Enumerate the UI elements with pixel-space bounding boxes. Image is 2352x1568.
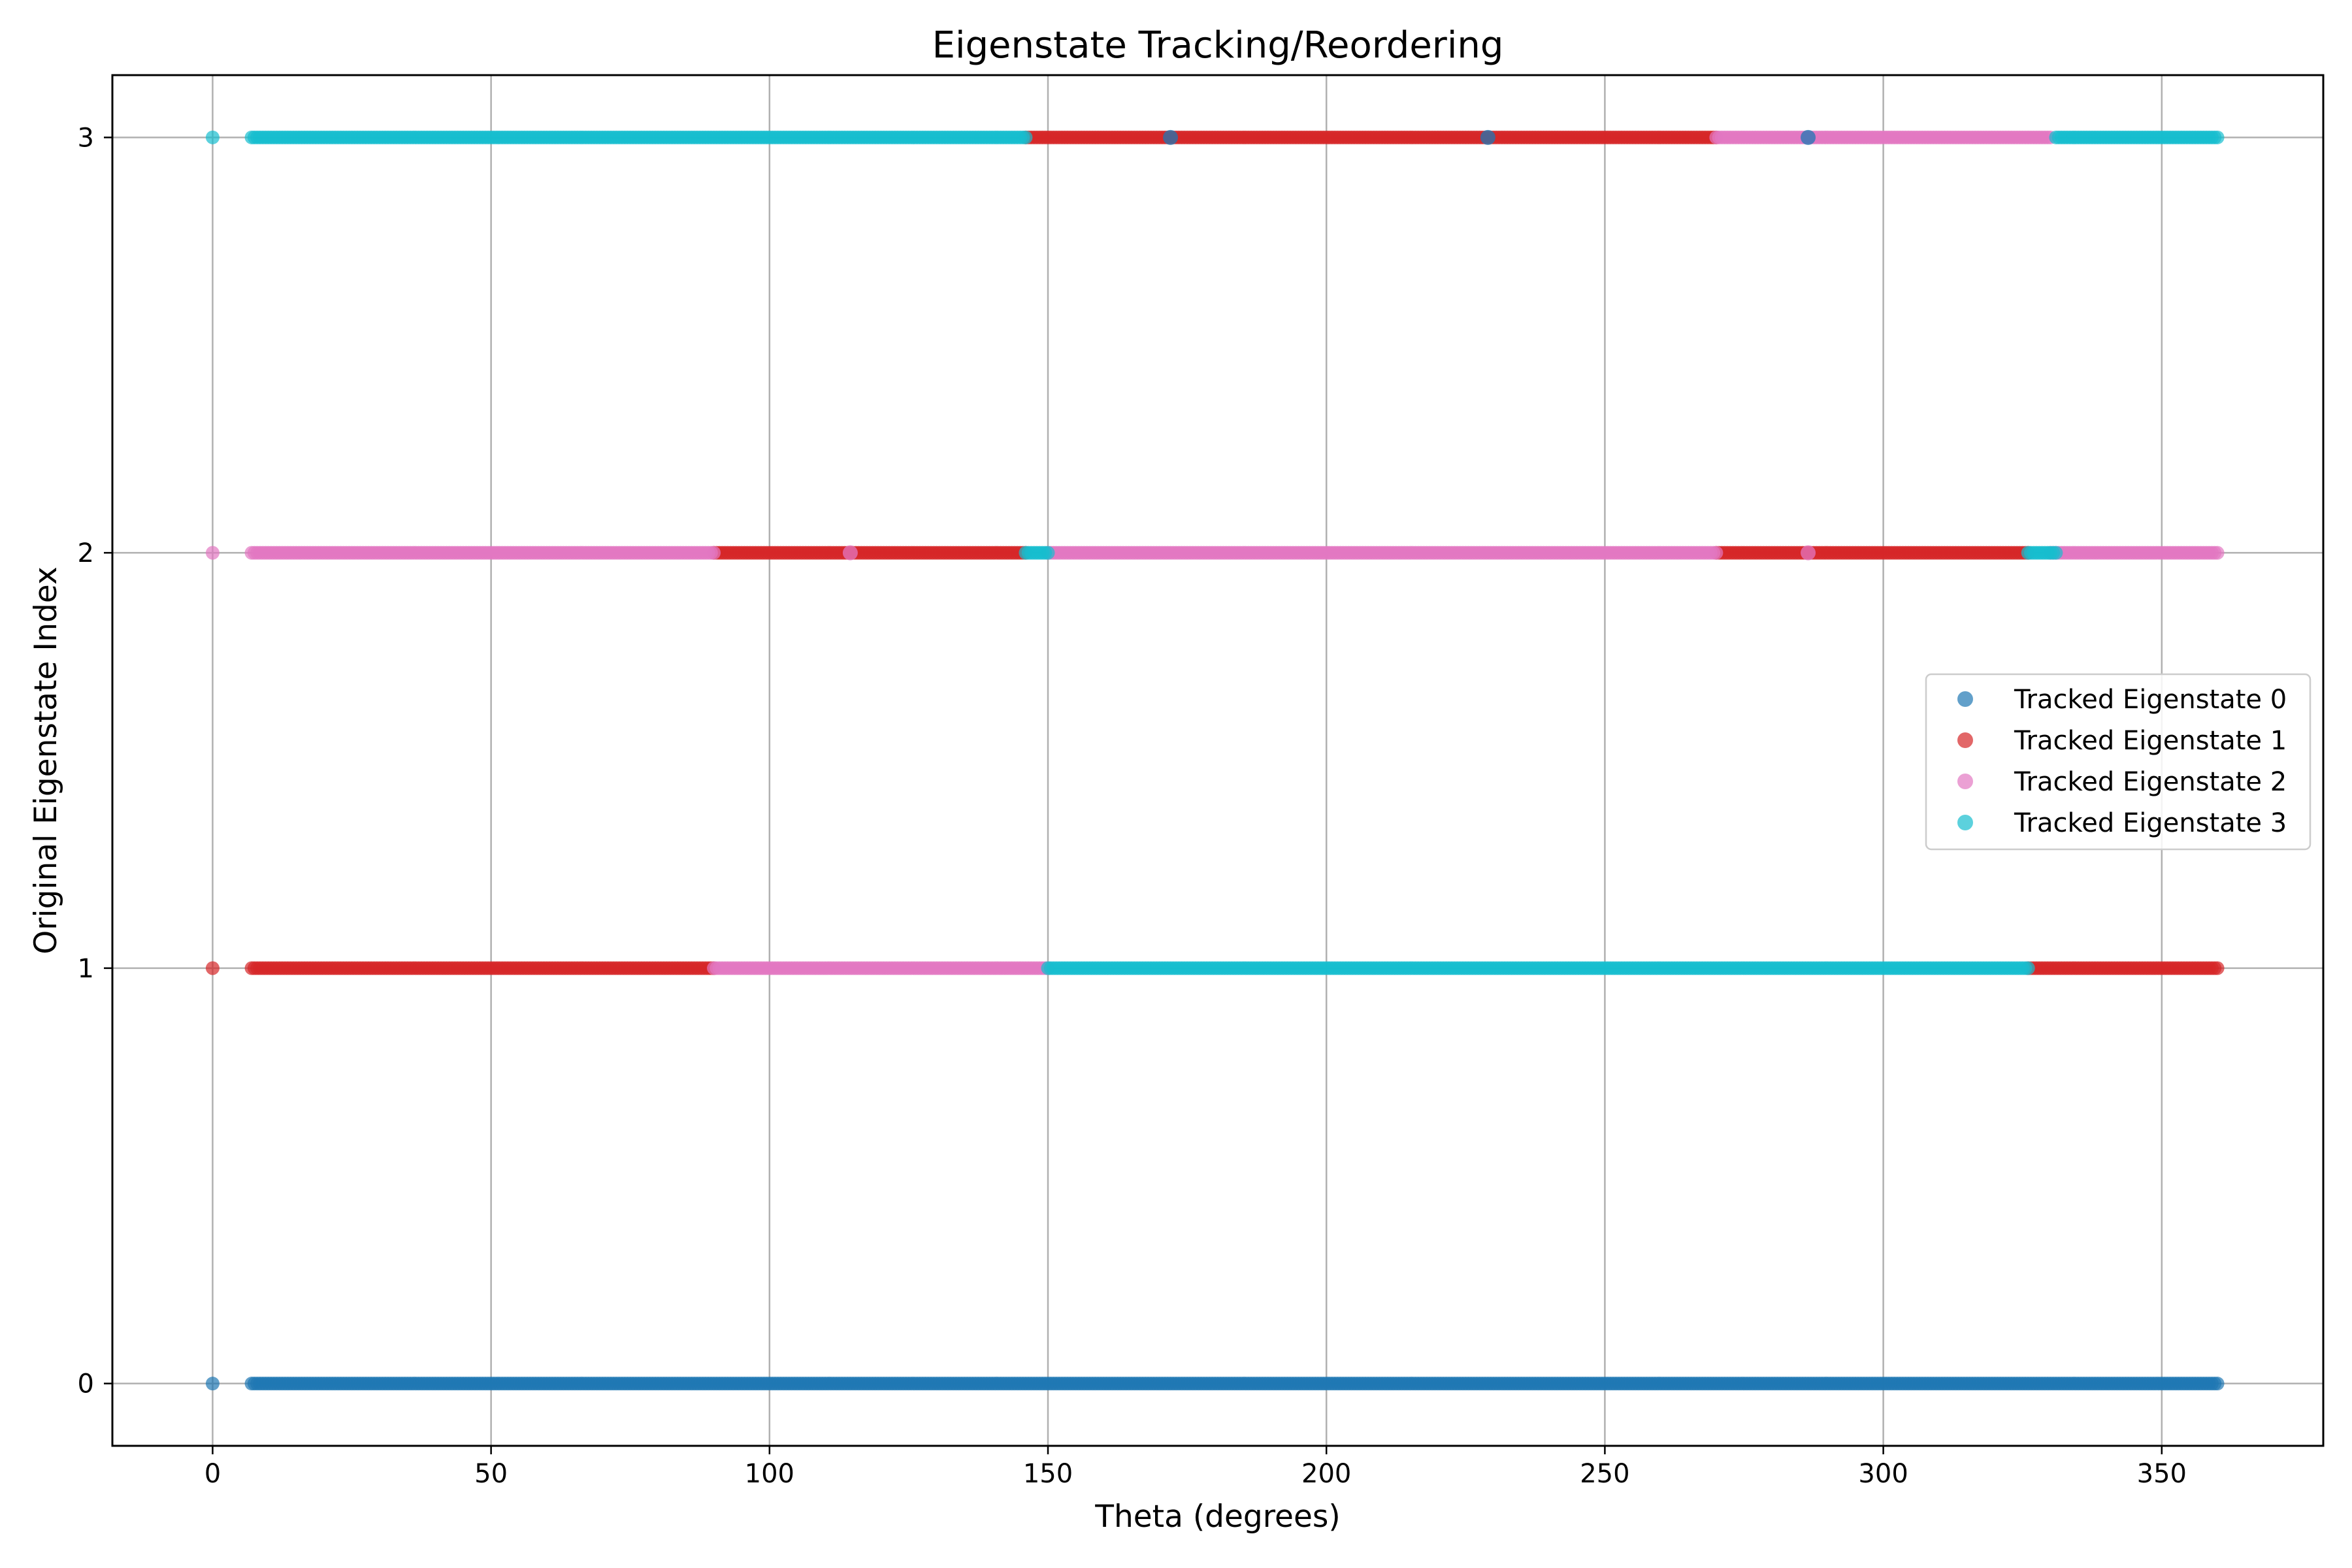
data-point [2210, 546, 2225, 560]
scatter-points [205, 129, 2225, 1391]
data-point [205, 1377, 220, 1391]
data-point [205, 546, 220, 560]
legend-marker [1957, 815, 1973, 830]
y-axis-ticks: 0 1 2 3 [78, 123, 112, 1399]
series-0-points [205, 1377, 2225, 1391]
legend-item: Tracked Eigenstate 0 [1957, 685, 2287, 715]
legend-marker [1957, 732, 1973, 748]
x-tick-label: 200 [1301, 1459, 1351, 1489]
chart-title: Eigenstate Tracking/Reordering [932, 24, 1504, 67]
legend-item: Tracked Eigenstate 2 [1957, 767, 2287, 797]
x-tick-label: 250 [1580, 1459, 1629, 1489]
legend-label: Tracked Eigenstate 2 [2014, 767, 2287, 797]
legend-item: Tracked Eigenstate 1 [1957, 726, 2287, 756]
x-tick-label: 150 [1023, 1459, 1073, 1489]
data-point [1801, 545, 1816, 561]
x-tick-label: 0 [204, 1459, 221, 1489]
data-point [1041, 546, 1055, 560]
data-point [1163, 129, 1179, 145]
legend-label: Tracked Eigenstate 0 [2014, 685, 2287, 715]
legend-label: Tracked Eigenstate 1 [2014, 726, 2287, 756]
x-axis-label: Theta (degrees) [1094, 1499, 1340, 1535]
x-tick-label: 300 [1858, 1459, 1908, 1489]
legend-marker [1957, 774, 1973, 789]
x-tick-label: 350 [2137, 1459, 2187, 1489]
data-point [205, 130, 220, 144]
y-axis-label: Original Eigenstate Index [28, 566, 64, 955]
series-2-points [205, 130, 2225, 975]
series-3-points [205, 130, 2225, 975]
data-point [842, 545, 858, 561]
data-point [2210, 1377, 2225, 1391]
x-tick-label: 50 [474, 1459, 508, 1489]
data-point [1801, 129, 1816, 145]
x-axis-ticks: 0 50 100 150 200 250 300 350 [204, 1446, 2187, 1489]
legend-label: Tracked Eigenstate 3 [2014, 808, 2287, 838]
y-tick-label: 0 [78, 1369, 94, 1399]
legend-box [1925, 673, 2311, 851]
data-point [1709, 546, 1723, 560]
overlay-points [842, 129, 1816, 561]
y-tick-label: 2 [78, 538, 94, 568]
data-point [2210, 130, 2225, 144]
y-tick-label: 1 [78, 954, 94, 984]
y-tick-label: 3 [78, 123, 94, 153]
legend-item: Tracked Eigenstate 3 [1957, 808, 2287, 838]
data-point [2021, 961, 2035, 975]
legend-marker [1957, 691, 1973, 707]
x-tick-label: 100 [745, 1459, 794, 1489]
data-point [205, 961, 220, 975]
legend: Tracked Eigenstate 0 Tracked Eigenstate 1… [1925, 673, 2311, 851]
data-point [2210, 961, 2225, 975]
plot-frame [111, 74, 2325, 1447]
data-point [707, 546, 721, 560]
data-point [1019, 130, 1033, 144]
data-point [1480, 129, 1495, 145]
data-point [2049, 546, 2063, 560]
